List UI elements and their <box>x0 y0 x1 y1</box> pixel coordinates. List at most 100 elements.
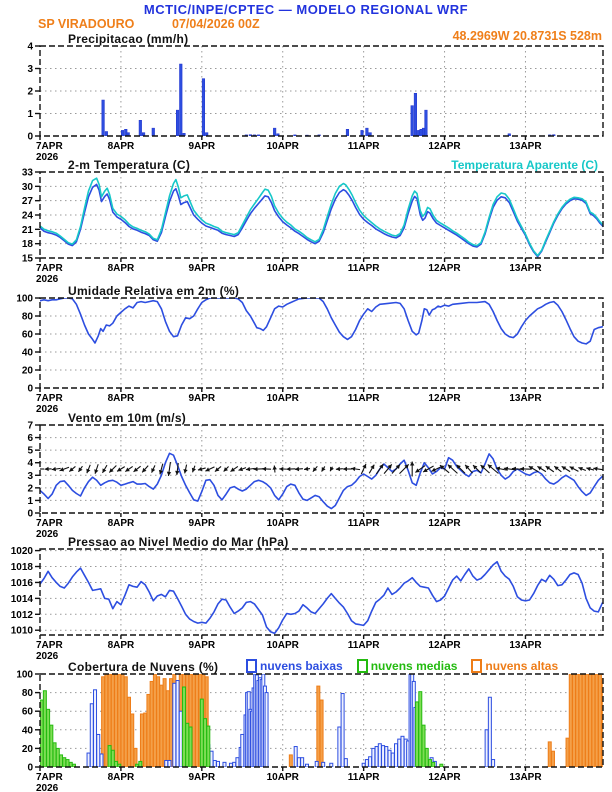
y-tick-label: 0 <box>27 763 33 774</box>
cloud-bars-nuvens-baixas <box>86 674 496 767</box>
x-year-label: 2026 <box>36 152 59 163</box>
y-tick-label: 5 <box>27 446 33 457</box>
panel-precipitation-title: Precipitacao (mm/h) <box>68 32 189 46</box>
series-temperatura-aparente <box>40 177 603 257</box>
x-day-label: 9APR <box>188 518 215 529</box>
y-tick-label: 0 <box>27 132 33 143</box>
x-day-label: 11APR <box>348 640 380 651</box>
y-tick-label: 15 <box>22 254 34 265</box>
x-day-label: 7APR <box>36 518 63 529</box>
x-day-label: 8APR <box>108 263 135 274</box>
x-day-label: 7APR <box>36 393 63 404</box>
x-day-label: 8APR <box>108 393 135 404</box>
x-day-label: 11APR <box>348 141 380 152</box>
x-day-label: 7APR <box>36 263 63 274</box>
x-day-label: 12APR <box>428 772 461 783</box>
precip-bars <box>101 63 556 136</box>
y-tick-label: 1016 <box>11 578 34 589</box>
y-tick-label: 60 <box>22 330 34 341</box>
y-tick-label: 21 <box>22 225 34 236</box>
x-day-label: 13APR <box>509 263 542 274</box>
y-tick-label: 24 <box>22 211 34 222</box>
y-tick-label: 33 <box>22 168 34 179</box>
panel-precipitation-content <box>101 63 556 136</box>
x-day-label: 9APR <box>188 393 215 404</box>
series-velocidade-do-vento <box>40 452 603 510</box>
x-day-label: 10APR <box>267 640 300 651</box>
x-year-label: 2026 <box>36 783 59 792</box>
wind-vectors <box>40 461 603 477</box>
x-day-label: 10APR <box>267 518 300 529</box>
x-day-label: 9APR <box>188 772 215 783</box>
x-day-label: 10APR <box>267 263 300 274</box>
panel-humidity-title: Umidade Relativa em 2m (%) <box>68 284 240 298</box>
y-tick-label: 80 <box>22 312 34 323</box>
y-tick-label: 1 <box>27 109 33 120</box>
x-day-label: 13APR <box>509 772 542 783</box>
y-tick-label: 20 <box>22 366 34 377</box>
y-tick-label: 3 <box>27 471 33 482</box>
y-tick-label: 40 <box>22 725 34 736</box>
x-day-label: 11APR <box>348 263 380 274</box>
x-day-label: 7APR <box>36 640 63 651</box>
nuvens-baixas-swatch-icon <box>246 659 257 673</box>
x-day-label: 13APR <box>509 640 542 651</box>
x-day-label: 9APR <box>188 263 215 274</box>
x-day-label: 11APR <box>348 518 380 529</box>
x-day-label: 11APR <box>348 772 380 783</box>
y-tick-label: 2 <box>27 483 33 494</box>
panel-clouds-content <box>40 674 603 767</box>
station-label: SP VIRADOURO <box>38 17 135 31</box>
x-day-label: 12APR <box>428 141 461 152</box>
x-day-label: 8APR <box>108 141 135 152</box>
x-day-label: 7APR <box>36 141 63 152</box>
series-umidade-relativa <box>40 298 603 345</box>
x-year-label: 2026 <box>36 529 59 540</box>
panel-humidity-content <box>40 298 603 345</box>
y-tick-label: 40 <box>22 348 34 359</box>
run-datetime-label: 07/04/2026 00Z <box>172 17 260 31</box>
page-title: MCTIC/INPE/CPTEC — MODELO REGIONAL WRF <box>143 2 469 17</box>
apparent-temperature-legend: Temperatura Aparente (C) <box>451 158 598 172</box>
y-tick-label: 1014 <box>11 594 34 605</box>
panel-pressure-content <box>40 560 603 635</box>
y-tick-label: 6 <box>27 433 33 444</box>
panel-wind-content <box>40 452 603 510</box>
cloud-bars-nuvens-medias <box>40 686 444 767</box>
y-tick-label: 1 <box>27 496 33 507</box>
y-tick-label: 18 <box>22 239 34 250</box>
x-day-label: 13APR <box>509 518 542 529</box>
x-day-label: 8APR <box>108 772 135 783</box>
x-year-label: 2026 <box>36 651 59 662</box>
x-day-label: 12APR <box>428 640 461 651</box>
location-coordinates-label: 48.2969W 20.8731S 528m <box>452 29 602 43</box>
y-tick-label: 100 <box>16 294 33 305</box>
legend-label: nuvens altas <box>485 659 559 673</box>
y-tick-label: 2 <box>27 87 33 98</box>
nuvens-medias-swatch-icon <box>356 659 368 673</box>
y-tick-label: 1010 <box>11 626 34 637</box>
x-day-label: 13APR <box>509 141 542 152</box>
x-day-label: 8APR <box>108 640 135 651</box>
x-day-label: 11APR <box>348 393 380 404</box>
legend-item-nuvens-medias: nuvens medias <box>356 659 457 673</box>
x-day-label: 13APR <box>509 393 542 404</box>
x-day-label: 12APR <box>428 393 461 404</box>
y-tick-label: 0 <box>27 509 33 520</box>
x-day-label: 9APR <box>188 141 215 152</box>
legend-label: nuvens baixas <box>260 659 343 673</box>
legend-item-nuvens-baixas: nuvens baixas <box>246 659 343 673</box>
y-tick-label: 60 <box>22 707 34 718</box>
legend-item-nuvens-altas: nuvens altas <box>471 659 558 673</box>
y-tick-label: 3 <box>27 64 33 75</box>
y-tick-label: 1012 <box>11 610 34 621</box>
y-tick-label: 1018 <box>11 562 34 573</box>
cloud-legend: nuvens baixas nuvens medias nuvens altas <box>246 659 558 673</box>
series-pressao-ao-nivel-medio-do-mar <box>40 560 603 635</box>
x-day-label: 9APR <box>188 640 215 651</box>
